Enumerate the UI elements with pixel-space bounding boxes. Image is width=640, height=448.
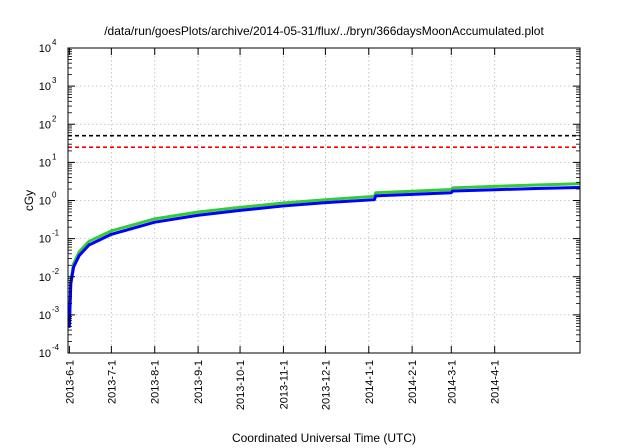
y-tick-base: 10 [39, 157, 51, 169]
y-tick-base: 10 [39, 310, 51, 322]
y-tick-label: 10-3 [39, 305, 60, 322]
y-tick-label: 101 [39, 152, 57, 169]
x-tick-label: 2014-1-1 [364, 360, 376, 404]
y-tick-base: 10 [39, 119, 51, 131]
reference-lines [68, 134, 580, 149]
y-tick-exponent: 4 [52, 38, 57, 47]
y-tick-label: 104 [39, 38, 57, 55]
y-axis-label: cGy [22, 190, 36, 211]
y-tick-base: 10 [39, 272, 51, 284]
y-tick-base: 10 [39, 196, 51, 208]
x-tick-label: 2013-6-1 [64, 360, 76, 404]
x-tick-label: 2013-11-1 [278, 360, 290, 409]
y-tick-label: 10-2 [39, 267, 60, 284]
y-tick-base: 10 [39, 234, 51, 246]
x-tick-label: 2013-9-1 [193, 360, 205, 404]
x-tick-labels: 2013-6-1 2013-7-1 2013-8-1 2013-9-1 2013-10-… [64, 360, 501, 410]
y-tick-label: 10-4 [39, 343, 60, 360]
y-tick-label: 100 [39, 191, 57, 208]
y-tick-label: 10-1 [39, 229, 60, 246]
y-tick-exponent: 0 [52, 191, 57, 200]
x-tick-label: 2014-4-1 [490, 360, 502, 404]
y-tick-exponent: -4 [52, 343, 60, 352]
y-tick-exponent: 2 [52, 114, 57, 123]
y-tick-base: 10 [39, 43, 51, 55]
series-line [67, 182, 581, 325]
chart-title: /data/run/goesPlots/archive/2014-05-31/f… [104, 24, 544, 38]
x-axis-label: Coordinated Universal Time (UTC) [232, 431, 416, 445]
y-tick-base: 10 [39, 348, 51, 360]
x-tick-label: 2013-8-1 [150, 360, 162, 404]
x-tick-label: 2013-7-1 [106, 360, 118, 404]
series-layer [67, 182, 581, 328]
x-tick-label: 2014-2-1 [407, 360, 419, 404]
y-tick-exponent: 1 [52, 152, 57, 161]
x-tick-label: 2014-3-1 [446, 360, 458, 404]
y-tick-base: 10 [39, 81, 51, 93]
y-tick-exponent: -3 [52, 305, 60, 314]
y-tick-exponent: -2 [52, 267, 60, 276]
y-tick-exponent: 3 [52, 76, 57, 85]
x-tick-label: 2013-12-1 [320, 360, 332, 410]
y-tick-label: 102 [39, 114, 57, 131]
series-line [67, 185, 581, 328]
y-tick-exponent: -1 [52, 229, 60, 238]
tick-layer [68, 47, 580, 354]
x-tick-label: 2013-10-1 [235, 360, 247, 410]
y-tick-label: 103 [39, 76, 57, 93]
